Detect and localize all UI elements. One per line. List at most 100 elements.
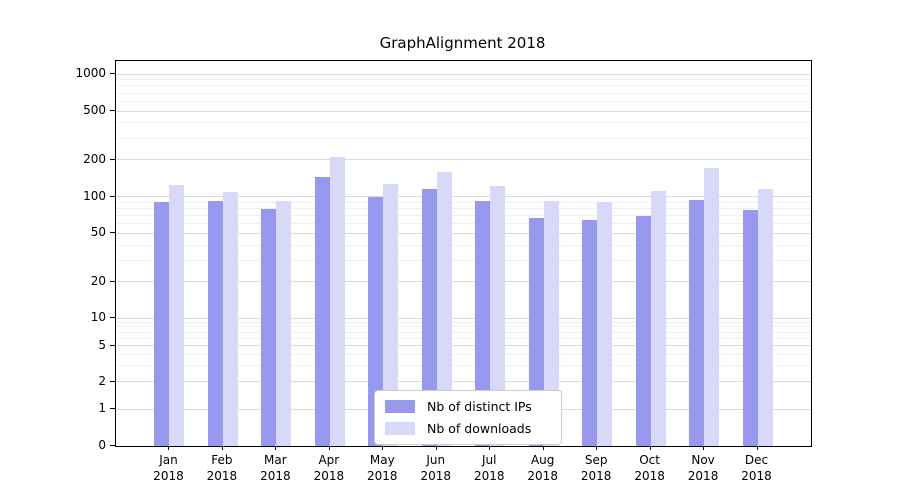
bar-downloads — [597, 202, 613, 446]
bar-distinct-ips — [582, 220, 598, 446]
plot-area: Nb of distinct IPs Nb of downloads — [115, 60, 812, 447]
x-tick-label-line: 2018 — [313, 469, 345, 483]
gridline — [116, 365, 811, 367]
gridline — [116, 223, 811, 225]
y-tick-label: 1000 — [75, 66, 106, 81]
x-tick-label-line: Feb — [211, 453, 233, 467]
gridline — [116, 281, 811, 283]
x-tick-label-line: Sep — [584, 453, 608, 467]
y-tick-mark — [110, 317, 115, 319]
x-tick-label: Aug 2018 — [527, 452, 558, 484]
x-tick-label: Feb 2018 — [207, 452, 238, 484]
x-tick-mark — [328, 446, 330, 450]
bar-downloads — [543, 201, 559, 446]
legend-item-distinct-ips: Nb of distinct IPs — [385, 399, 551, 414]
legend-swatch-distinct-ips — [385, 400, 415, 413]
x-tick-mark — [596, 446, 598, 450]
x-tick-label-line: 2018 — [634, 469, 665, 483]
x-tick-label-line: Dec — [744, 453, 769, 467]
y-tick-label: 5 — [98, 337, 106, 352]
y-tick-label: 20 — [90, 273, 106, 288]
y-tick-label: 200 — [83, 151, 106, 166]
legend-label-distinct-ips: Nb of distinct IPs — [427, 399, 532, 414]
gridline — [116, 159, 811, 161]
gridline — [116, 326, 811, 328]
x-tick-label-line: Apr — [318, 453, 340, 467]
y-tick-label: 1 — [98, 401, 106, 416]
x-tick-label-line: 2018 — [473, 469, 505, 483]
x-tick-mark — [382, 446, 384, 450]
x-tick-mark — [275, 446, 277, 450]
gridline — [116, 208, 811, 210]
bar-distinct-ips — [528, 218, 544, 446]
x-tick-mark — [703, 446, 705, 450]
x-tick-label: May 2018 — [367, 452, 398, 484]
y-tick-mark — [110, 380, 115, 382]
y-tick-mark — [110, 195, 115, 197]
y-tick-label: 10 — [90, 310, 106, 325]
bar-downloads — [490, 186, 506, 446]
x-tick-mark — [168, 446, 170, 450]
bar-downloads — [757, 189, 773, 446]
bar-distinct-ips — [314, 177, 330, 446]
gridline — [116, 201, 811, 203]
bar-downloads — [169, 185, 185, 446]
bar-distinct-ips — [475, 201, 491, 446]
x-tick-label: Dec 2018 — [741, 452, 772, 484]
bar-downloads — [276, 201, 292, 446]
y-tick-label: 50 — [90, 225, 106, 240]
gridline — [116, 244, 811, 246]
x-tick-label-line: Nov — [691, 453, 715, 467]
y-tick-mark — [110, 280, 115, 282]
gridline — [116, 85, 811, 87]
gridline — [116, 196, 811, 198]
bar-distinct-ips — [742, 210, 758, 446]
bar-downloads — [383, 183, 399, 446]
y-tick-mark — [110, 408, 115, 410]
y-tick-label: 100 — [83, 188, 106, 203]
bar-downloads — [222, 191, 238, 446]
y-tick-mark — [110, 158, 115, 160]
bar-distinct-ips — [635, 215, 651, 446]
bar-downloads — [329, 157, 345, 446]
x-tick-label-line: Mar — [264, 453, 287, 467]
x-tick-label-line: 2018 — [580, 469, 612, 483]
x-tick-label: Apr 2018 — [314, 452, 345, 484]
y-tick-mark — [110, 344, 115, 346]
gridline — [116, 232, 811, 234]
gridline — [116, 321, 811, 323]
y-tick-label: 500 — [83, 103, 106, 118]
legend: Nb of distinct IPs Nb of downloads — [374, 390, 562, 445]
legend-swatch-downloads — [385, 422, 415, 435]
y-tick-mark — [110, 110, 115, 112]
bar-distinct-ips — [421, 189, 437, 446]
gridline — [116, 79, 811, 81]
x-tick-mark — [221, 446, 223, 450]
gridline — [116, 110, 811, 112]
x-tick-mark — [435, 446, 437, 450]
gridline — [116, 259, 811, 261]
gridline — [116, 137, 811, 139]
x-tick-mark — [542, 446, 544, 450]
x-tick-label-line: 2018 — [741, 469, 772, 483]
gridline — [116, 331, 811, 333]
bar-distinct-ips — [154, 202, 170, 446]
x-tick-label: Jul 2018 — [474, 452, 505, 484]
legend-item-downloads: Nb of downloads — [385, 421, 551, 436]
bar-downloads — [436, 171, 452, 446]
x-tick-label: Nov 2018 — [688, 452, 719, 484]
x-tick-label-line: Jun — [426, 453, 446, 467]
gridline — [116, 317, 811, 319]
x-tick-mark — [489, 446, 491, 450]
x-tick-label-line: Jan — [159, 453, 178, 467]
bar-distinct-ips — [207, 201, 223, 446]
bar-downloads — [704, 167, 720, 446]
x-tick-label-line: 2018 — [206, 469, 238, 483]
gridline — [116, 345, 811, 347]
x-tick-label-line: 2018 — [420, 469, 452, 483]
gridline — [116, 100, 811, 102]
x-tick-label: Mar 2018 — [260, 452, 291, 484]
x-tick-label-line: Oct — [639, 453, 660, 467]
x-tick-label: Jan 2018 — [153, 452, 184, 484]
